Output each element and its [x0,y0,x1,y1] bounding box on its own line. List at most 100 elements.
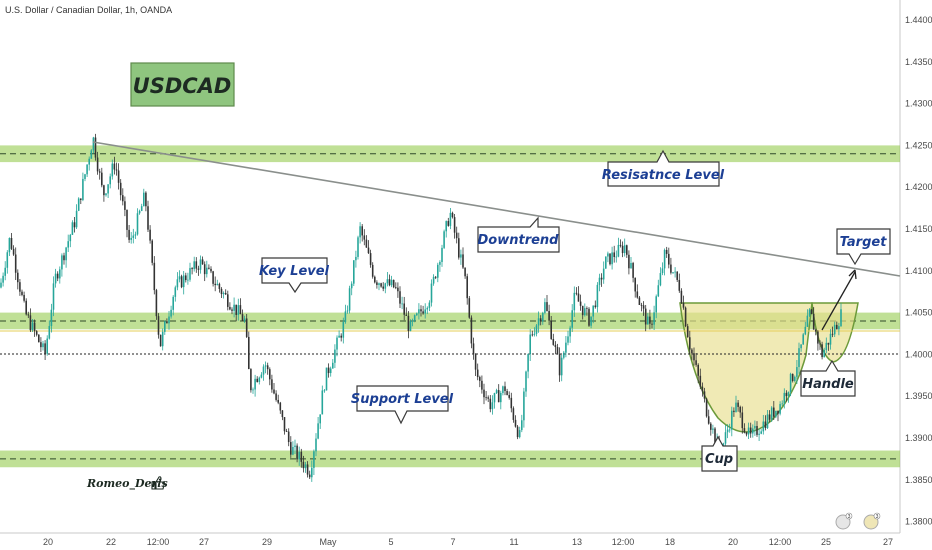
candle-body [367,247,370,254]
candle-body [33,322,36,332]
candle-body [143,192,145,207]
candle-body [787,391,790,397]
candle-body [762,421,765,432]
candle-body [292,446,294,455]
candle-body [726,429,729,433]
candle-body [600,277,603,280]
candle-body [371,264,374,277]
candle-body [539,318,542,322]
candle-body [710,423,712,430]
candle-body [109,176,111,185]
candle-body [126,209,128,230]
candle-body [21,291,23,295]
candle-body [686,326,689,338]
candle-body [187,279,189,281]
candle-body [651,323,653,325]
candle-body [384,283,387,289]
candle-body [38,334,40,343]
ideas-widget-icon[interactable]: 3 [835,512,853,530]
callout-downtrend[interactable]: Downtrend [477,216,560,253]
callout-cup[interactable]: Cup [701,435,738,472]
symbol-badge-label: USDCAD [133,74,232,98]
candle-body [630,263,632,269]
candle-body [411,320,414,322]
candle-body [88,158,90,165]
candle-body [84,174,86,179]
candle-body [338,335,340,338]
candle-body [632,263,634,278]
candle-body [670,264,672,273]
price-tick-label: 1.42000 [905,182,932,192]
candle-body [159,334,162,347]
candle-body [122,195,124,202]
candle-body [176,279,179,288]
candle-body [348,288,351,311]
candle-body [63,255,65,261]
time-tick-label: 22 [106,537,116,547]
candle-body [111,163,114,177]
candle-body [395,287,397,289]
candle-body [136,213,139,235]
callout-handle[interactable]: Handle [800,359,856,397]
candle-body [298,451,300,460]
candle-body [241,314,244,321]
candle-body [250,369,252,391]
candle-body [577,293,580,302]
candle-body [138,210,141,214]
candle-body [166,321,168,324]
candle-body [432,276,435,284]
candle-body [430,283,433,303]
candle-body [75,210,78,228]
candle-body [340,335,342,338]
candle-body [733,410,735,413]
candle-body [80,198,82,200]
candle-body [537,318,540,326]
thumbs-up-icon [151,476,166,490]
candle-body [403,303,405,315]
candle-body [642,305,645,309]
candle-body [315,438,317,452]
candle-body [392,279,395,288]
candle-body [657,285,660,297]
cup-pattern-shape [679,302,813,433]
callout-key-level[interactable]: Key Level [259,257,330,294]
callout-resistance-label: Resisatnce Level [602,168,725,183]
downtrend-line[interactable] [92,141,901,277]
candle-body [752,428,754,434]
candle-body [212,271,214,284]
candle-body [644,308,647,325]
callout-support[interactable]: Support Level [351,385,454,425]
candle-body [321,390,324,415]
candle-body [586,308,588,310]
candle-body [529,334,531,355]
callout-resistance[interactable]: Resisatnce Level [602,149,725,187]
candle-body [724,432,727,444]
candle-body [401,303,403,305]
svg-text:3: 3 [848,514,851,520]
candle-body [672,272,674,273]
candle-body [346,310,349,312]
callout-target[interactable]: Target [836,228,891,266]
candle-body [424,309,426,314]
candle-body [107,184,109,194]
candle-body [821,344,823,358]
candle-body [117,170,120,183]
candle-body [14,254,17,273]
candle-body [399,291,401,304]
candle-body [764,421,767,429]
candle-body [344,311,347,323]
price-tick-label: 1.44000 [905,15,932,25]
candle-body [283,417,286,432]
candle-body [623,245,626,254]
candle-body [40,342,42,348]
candle-body [533,333,536,335]
candle-body [579,301,582,306]
symbol-title: U.S. Dollar / Canadian Dollar, 1h, OANDA [5,5,172,15]
candle-body [73,222,76,228]
candle-body [35,331,38,335]
candle-body [302,461,305,469]
news-widget-icon[interactable]: 3 [863,512,881,530]
candle-body [155,290,158,317]
candle-body [342,322,345,338]
